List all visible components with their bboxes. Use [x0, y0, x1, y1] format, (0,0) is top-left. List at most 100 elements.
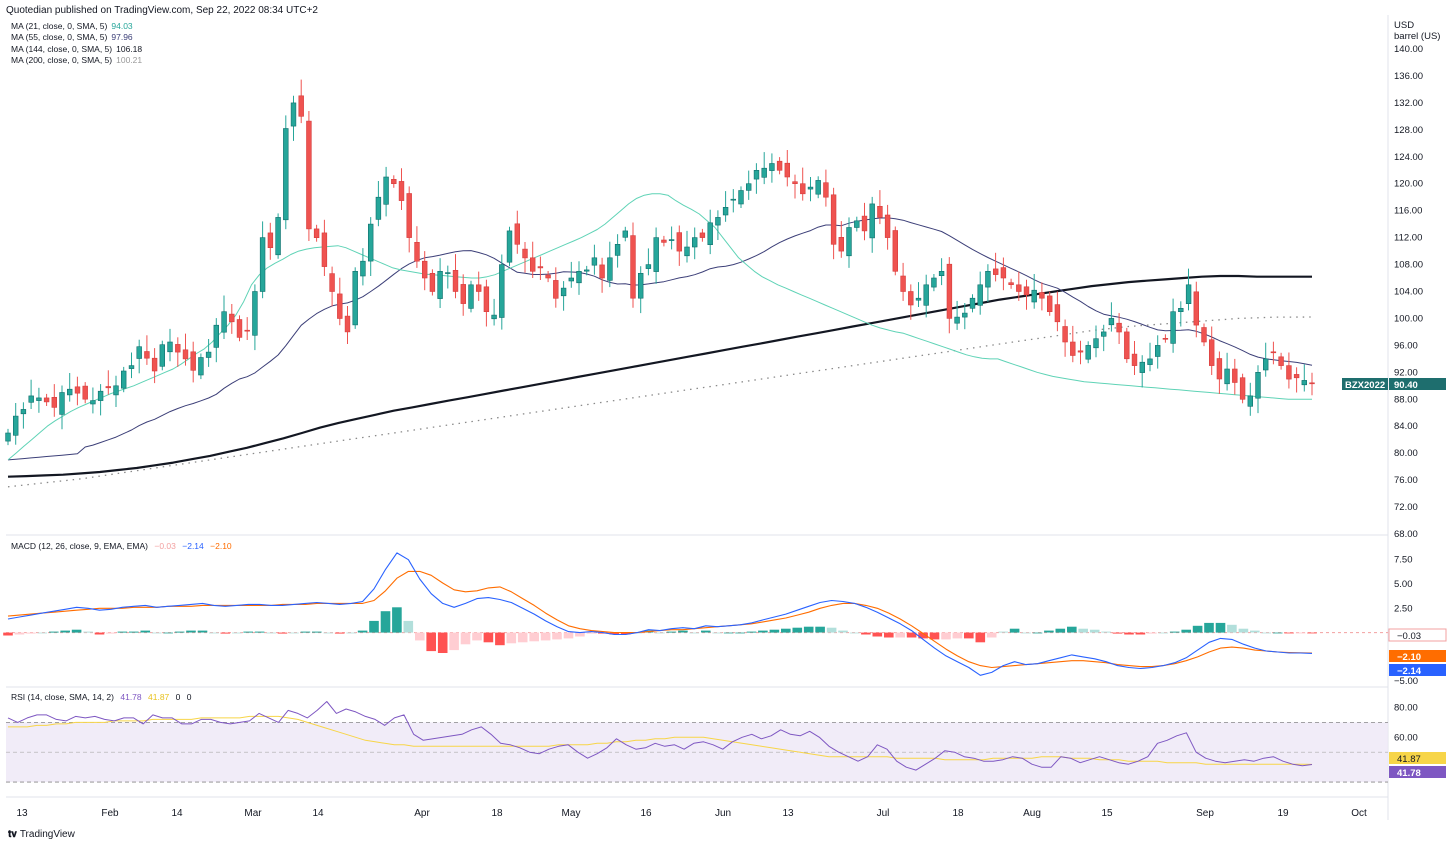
candle-body	[383, 176, 389, 205]
price-tick-label: 72.00	[1394, 502, 1418, 513]
price-tick-label: 80.00	[1394, 448, 1418, 459]
macd-hist-bar	[701, 630, 711, 633]
rsi-legend[interactable]: RSI (14, close, SMA, 14, 2) 41.78 41.87 …	[11, 692, 192, 702]
candle-body	[128, 365, 135, 369]
price-tick-label: 96.00	[1394, 340, 1418, 351]
candle-body	[275, 217, 281, 256]
footer-brand[interactable]: 𝐭𝐯 TradingView	[8, 829, 75, 840]
candle-body	[306, 120, 312, 230]
candle-body	[252, 291, 258, 336]
macd-hist-bar	[872, 632, 883, 637]
macd-hist-bar	[140, 630, 151, 633]
rsi-badge	[1389, 766, 1446, 778]
time-tick-label: 13	[782, 808, 794, 819]
macd-hist-bar	[849, 632, 860, 634]
macd-hist-bar	[197, 630, 208, 633]
candle-body	[367, 223, 374, 262]
candle-body	[1124, 331, 1130, 360]
candle-body	[992, 268, 999, 275]
candle-body	[514, 223, 521, 245]
rsi-path	[7, 701, 1313, 771]
candle-body	[1216, 358, 1223, 380]
candle-body	[537, 266, 544, 269]
candle-body	[1232, 368, 1238, 383]
candle-body	[59, 392, 65, 415]
macd-hist-bar	[1112, 632, 1123, 634]
macd-hist-bar	[941, 632, 951, 640]
candle-body	[221, 311, 227, 333]
macd-hist-bar	[540, 632, 551, 641]
candle-body	[591, 257, 598, 266]
macd-hist-bar	[426, 632, 436, 652]
candle-body	[167, 341, 173, 353]
candle-body	[969, 297, 976, 309]
price-tick-label: 68.00	[1394, 529, 1418, 540]
macd-hist-bar	[838, 630, 848, 633]
candle-body	[668, 239, 675, 241]
candle-body	[1108, 318, 1115, 326]
macd-hist-bar	[769, 629, 780, 633]
macd-hist-bar	[746, 631, 757, 633]
candle-body	[1008, 282, 1014, 286]
macd-hist-bar	[1204, 622, 1214, 633]
ma144-legend[interactable]: MA (144, close, 0, SMA, 5) 106.18	[11, 43, 143, 54]
candle-body	[1193, 291, 1200, 326]
candle-body	[946, 263, 953, 319]
candle-body	[599, 264, 605, 279]
macd-hist-bar	[1192, 625, 1203, 633]
time-tick-label: 19	[1277, 808, 1289, 819]
ma55-legend[interactable]: MA (55, close, 0, SMA, 5) 97.96	[11, 32, 133, 43]
macd-hist-bar	[884, 632, 894, 638]
candle-body	[707, 222, 713, 246]
rsi-axis: 80.00 60.00	[1394, 703, 1418, 744]
candle-body	[738, 190, 744, 205]
candle-body	[398, 181, 405, 201]
macd-hist-bar	[609, 632, 619, 635]
candle-body	[854, 220, 860, 228]
macd-hist-bar	[289, 632, 299, 634]
ma55-path	[7, 217, 1313, 461]
macd-hist-bar	[129, 631, 139, 633]
candle-body	[205, 351, 212, 358]
candle-body	[784, 162, 791, 178]
candle-body	[1047, 295, 1053, 312]
price-tick-label: 132.00	[1394, 98, 1423, 109]
macd-axis: 7.50 5.00 2.50 −5.00	[1394, 555, 1418, 687]
macd-legend[interactable]: MACD (12, 26, close, 9, EMA, EMA) −0.03 …	[11, 541, 232, 551]
ma21-legend[interactable]: MA (21, close, 0, SMA, 5) 94.03	[11, 21, 133, 31]
macd-hist-bar	[243, 631, 253, 633]
candle-body	[352, 270, 358, 326]
candle-body	[406, 193, 412, 238]
macd-hist-bar	[986, 632, 997, 638]
candle-body	[861, 215, 868, 232]
macd-hist-bar	[861, 632, 871, 635]
ma200-path	[7, 316, 1313, 488]
signal-badge-text: −2.10	[1397, 652, 1421, 663]
candle-body	[375, 196, 382, 220]
candle-body	[1301, 380, 1308, 386]
macd-hist-bar	[323, 632, 334, 634]
macd-hist-bar	[346, 632, 356, 634]
macd-hist-bar	[1238, 628, 1249, 633]
macd-badges: −0.03 −2.10 −2.14	[1388, 628, 1447, 677]
macd-hist-bar	[758, 630, 768, 633]
candle-body	[1062, 326, 1068, 343]
candle-body	[190, 351, 196, 371]
candle-body	[1039, 292, 1045, 299]
macd-tick-label: −5.00	[1394, 676, 1418, 687]
candle-body	[267, 232, 274, 248]
candle-body	[931, 277, 937, 288]
price-tick-label: 88.00	[1394, 394, 1418, 405]
candle-body	[807, 186, 814, 190]
candle-body	[776, 160, 783, 171]
macd-hist-bar	[174, 631, 185, 633]
candle-body	[892, 230, 899, 272]
candle-body	[1000, 267, 1007, 279]
candle-body	[506, 230, 513, 263]
candle-body	[877, 206, 883, 218]
macd-hist-bar	[14, 632, 25, 635]
ma55-line	[7, 217, 1313, 461]
ma200-legend[interactable]: MA (200, close, 0, SMA, 5) 100.21	[11, 55, 143, 66]
macd-hist-bar	[1284, 632, 1294, 634]
